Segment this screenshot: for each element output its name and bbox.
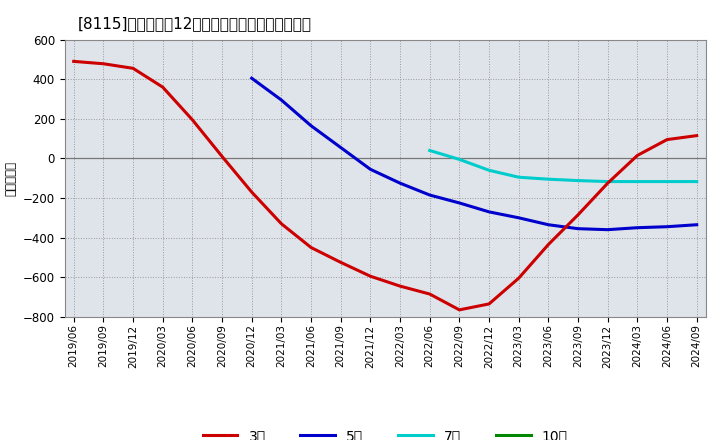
Text: [8115]　経常利益12か月移動合計の平均値の推移: [8115] 経常利益12か月移動合計の平均値の推移 — [78, 16, 312, 32]
Y-axis label: （百万円）: （百万円） — [4, 161, 17, 196]
Legend: 3年, 5年, 7年, 10年: 3年, 5年, 7年, 10年 — [197, 423, 573, 440]
